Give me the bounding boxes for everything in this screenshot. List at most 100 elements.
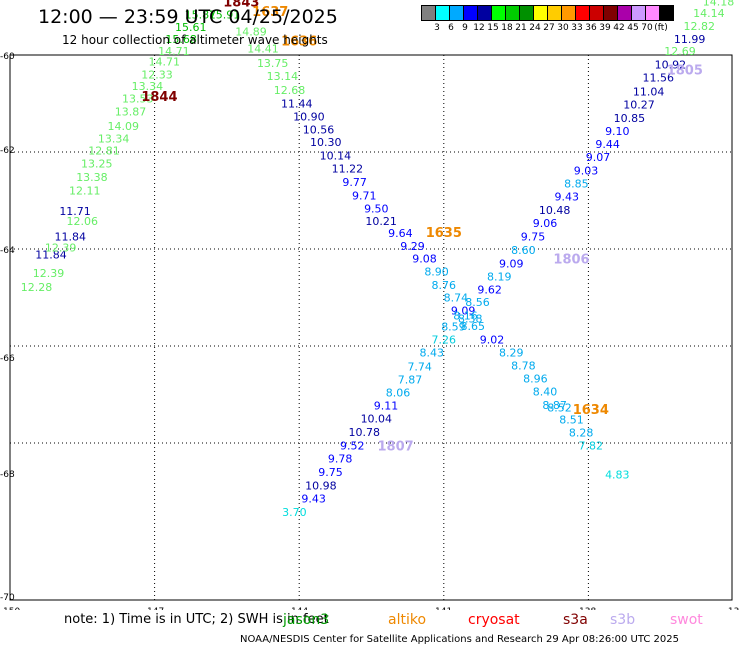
wave-height-value: 8.38 (458, 313, 483, 326)
color-scale-label: 21 (515, 23, 527, 33)
color-swatch (463, 5, 478, 21)
footer-credit: NOAA/NESDIS Center for Satellite Applica… (240, 634, 679, 645)
wave-height-value: 12.39 (33, 267, 65, 280)
wave-height-value: 12.39 (45, 241, 77, 254)
wave-height-value: 7.82 (579, 439, 604, 452)
wave-height-value: 8.06 (386, 386, 411, 399)
wave-height-value: 12.68 (274, 84, 306, 97)
longitude-tick-label: -141 (432, 607, 452, 610)
color-scale-label: 70 (641, 23, 653, 33)
color-scale-label: (ft) (654, 23, 668, 33)
wave-height-value: 13.87 (115, 106, 147, 119)
wave-height-value: 8.90 (424, 266, 449, 279)
wave-height-value: 8.78 (511, 359, 536, 372)
wave-height-value: 11.22 (332, 162, 364, 175)
wave-height-value: 9.64 (388, 227, 413, 240)
wave-height-value: 8.74 (444, 291, 469, 304)
color-swatch (561, 5, 576, 21)
wave-height-value: 9.09 (451, 304, 476, 317)
wave-height-value: 14.14 (693, 7, 725, 20)
wave-height-value: 14.41 (247, 43, 279, 56)
color-swatch (435, 5, 450, 21)
wave-height-value: 9.07 (586, 151, 611, 164)
wave-height-value: 8.19 (487, 271, 512, 284)
pass-time-label: 1843 (223, 0, 259, 11)
wave-height-value: 9.44 (595, 138, 620, 151)
wave-height-value: 11.84 (55, 230, 87, 243)
wave-height-value: 14.18 (703, 0, 735, 9)
color-swatch (589, 5, 604, 21)
color-swatch (617, 5, 632, 21)
latitude-tick-label: -66 (0, 354, 15, 364)
wave-height-value: 13.34 (98, 132, 130, 145)
wave-height-value: 10.04 (361, 413, 393, 426)
wave-height-value: 9.78 (328, 452, 353, 465)
map-axis-labels: -150 -147 -144 -141 -138 -13 -60 -62 -64 -66 -68 -7… (0, 52, 739, 610)
wave-height-value: 9.03 (574, 164, 599, 177)
pass-time-label: 180 (739, 0, 740, 11)
longitude-tick-label: -138 (576, 607, 597, 610)
wave-height-value: 12.69 (664, 45, 696, 58)
wave-height-value: 9.75 (318, 466, 343, 479)
wave-height-value: 4.83 (605, 468, 630, 481)
wave-height-value: 9.71 (352, 190, 377, 203)
wave-height-value: 11.99 (674, 33, 706, 46)
wave-height-value: 9.06 (533, 217, 558, 230)
footer-note: note: 1) Time is in UTC; 2) SWH is in fe… (64, 612, 329, 627)
wave-height-value: 12.11 (69, 185, 101, 198)
color-swatch (631, 5, 646, 21)
color-scale: 3 6 9 12 15 18 21 24 27 30 33 36 39 42 45 70 (ft) (421, 5, 674, 35)
legend-cryosat: cryosat (468, 612, 520, 628)
wave-height-value: 9.43 (301, 493, 326, 506)
wave-height-value: 12.82 (684, 20, 716, 33)
wave-height-value: 7.87 (398, 373, 423, 386)
color-swatch (491, 5, 506, 21)
wave-height-value: 15.87 (185, 9, 217, 22)
wave-height-value: 8.60 (511, 244, 536, 257)
wave-height-value: 10.98 (305, 480, 337, 493)
wave-height-value: 8.40 (533, 385, 558, 398)
wave-height-value: 9.29 (400, 240, 425, 253)
color-scale-label: 12 (473, 23, 485, 33)
wave-height-value: 10.48 (539, 204, 571, 217)
wave-height-value: 14.71 (158, 45, 190, 58)
wave-height-value: 10.14 (320, 149, 352, 162)
wave-height-value: 11.84 (35, 249, 67, 262)
wave-height-value: 8.85 (564, 177, 589, 190)
pass-time-label: 1805 (667, 63, 703, 78)
latitude-tick-label: -60 (0, 52, 15, 62)
color-swatch (505, 5, 520, 21)
color-swatch (519, 5, 534, 21)
wave-height-value: 13.53 (122, 93, 154, 106)
color-scale-label: 36 (585, 23, 597, 33)
color-swatch (421, 5, 436, 21)
color-swatch (645, 5, 660, 21)
wave-height-value: 8.87 (542, 399, 567, 412)
color-scale-label: 9 (462, 23, 468, 33)
wave-height-value: 9.11 (374, 400, 399, 413)
wave-height-value: 8.76 (432, 279, 457, 292)
wave-height-value: 8.43 (420, 347, 445, 360)
color-swatch (477, 5, 492, 21)
wave-height-value: 10.78 (349, 426, 381, 439)
legend-s3a: s3a (563, 612, 588, 628)
wave-height-value: 9.10 (605, 125, 630, 138)
legend-s3b: s3b (610, 612, 636, 628)
wave-height-value: 9.52 (340, 439, 365, 452)
color-scale-label: 30 (557, 23, 569, 33)
wave-height-value: 10.27 (623, 98, 655, 111)
wave-height-value: 9.75 (521, 230, 546, 243)
wave-height-value: 8.65 (460, 320, 485, 333)
color-swatch (449, 5, 464, 21)
page-subtitle: 12 hour collection of altimeter wave hei… (62, 33, 328, 47)
altimeter-map: -150 -147 -144 -141 -138 -13 -60 -62 -64 -66 -68 -7… (0, 0, 740, 610)
legend-jason3: jason3 (283, 612, 330, 628)
wave-height-value: 11.04 (633, 85, 665, 98)
wave-height-value: 9.02 (480, 334, 505, 347)
wave-height-value: 11.71 (59, 205, 91, 218)
wave-height-value: 3.70 (282, 506, 307, 519)
wave-height-value: 14.09 (108, 120, 140, 133)
wave-height-value: 11.56 (643, 72, 675, 85)
color-scale-label: 18 (501, 23, 513, 33)
